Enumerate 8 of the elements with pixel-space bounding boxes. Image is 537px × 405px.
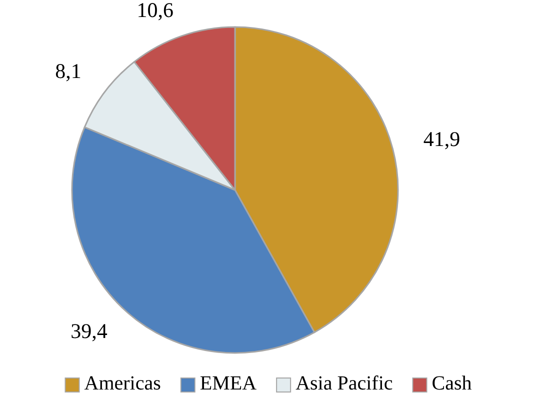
data-label: 41,9 [423,126,460,151]
legend-label: Asia Pacific [296,372,393,395]
data-label: 8,1 [55,58,82,83]
data-label: 39,4 [70,318,108,343]
data-label: 10,6 [136,0,174,22]
legend-label: Americas [84,372,162,395]
legend-label: Cash [432,372,472,395]
legend-label: EMEA [200,372,258,395]
